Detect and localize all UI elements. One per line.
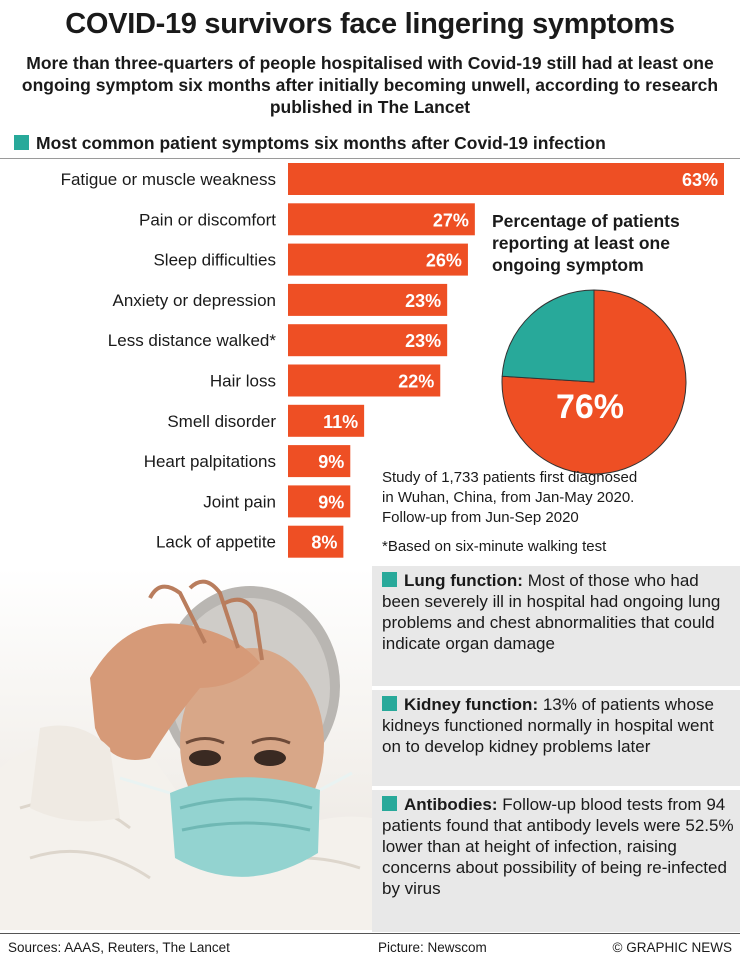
footnote: *Based on six-minute walking test xyxy=(382,538,607,555)
note-text: Most of those who had been severely ill … xyxy=(382,571,721,653)
bar xyxy=(288,203,475,236)
study-description: Study of 1,733 patients first diagnosed … xyxy=(382,468,732,528)
bar xyxy=(288,525,344,558)
bar xyxy=(288,364,441,397)
pie-chart-title: Percentage of patients reporting at leas… xyxy=(492,211,680,275)
heading-rule xyxy=(0,158,740,159)
bar xyxy=(288,283,448,316)
bar-value-label: 26% xyxy=(426,251,462,271)
masked-woman-photo xyxy=(0,568,372,930)
bar-category-label: Hair loss xyxy=(210,372,276,391)
study-line: Follow-up from Jun-Sep 2020 xyxy=(382,509,579,526)
bar-category-label: Fatigue or muscle weakness xyxy=(61,170,276,189)
footer: Sources: AAAS, Reuters, The Lancet Pictu… xyxy=(0,934,740,960)
infographic-title: COVID-19 survivors face lingering sympto… xyxy=(65,8,675,40)
bar-category-label: Pain or discomfort xyxy=(139,210,276,229)
bar-value-label: 9% xyxy=(318,452,344,472)
bar xyxy=(288,163,724,195)
teal-square-icon xyxy=(382,696,397,711)
bar xyxy=(288,485,351,518)
bar xyxy=(288,404,365,437)
bar-category-label: Less distance walked* xyxy=(108,331,277,350)
footer-sources: Sources: AAAS, Reuters, The Lancet xyxy=(8,940,230,955)
pie-slice xyxy=(501,289,595,383)
note-kidney-function: Kidney function: 13% of patients whose k… xyxy=(372,690,740,786)
footer-graphic-news: © GRAPHIC NEWS xyxy=(612,940,732,955)
footer-picture-credit: Picture: Newscom xyxy=(378,940,487,955)
notes-panel: Lung function: Most of those who had bee… xyxy=(372,566,740,932)
study-line: Study of 1,733 patients first diagnosed xyxy=(382,469,638,486)
bar-value-label: 22% xyxy=(398,372,434,392)
note-heading: Lung function: xyxy=(404,571,523,590)
note-lung-function: Lung function: Most of those who had bee… xyxy=(372,566,740,686)
bar xyxy=(288,324,448,357)
bar-category-label: Heart palpitations xyxy=(144,452,276,471)
teal-square-icon xyxy=(14,135,29,150)
pie-value-label: 76% xyxy=(556,388,624,426)
bar-category-label: Sleep difficulties xyxy=(153,251,276,270)
bar xyxy=(288,445,351,478)
bar-value-label: 27% xyxy=(433,210,469,230)
note-antibodies: Antibodies: Follow-up blood tests from 9… xyxy=(372,790,740,932)
note-heading: Kidney function: xyxy=(404,695,539,714)
teal-square-icon xyxy=(382,796,397,811)
bar-value-label: 8% xyxy=(311,533,337,553)
photo-illustration xyxy=(0,579,372,930)
bar-chart: Fatigue or muscle weakness 63% Pain or dis… xyxy=(61,163,724,558)
teal-square-icon xyxy=(382,572,397,587)
bar-value-label: 11% xyxy=(323,412,358,432)
footer-rule xyxy=(0,933,740,934)
study-line: in Wuhan, China, from Jan-May 2020. xyxy=(382,489,635,506)
bar xyxy=(288,243,468,276)
bar-value-label: 23% xyxy=(405,331,441,351)
bar-chart-title: Most common patient symptoms six months … xyxy=(36,133,606,153)
bar-chart-heading: Most common patient symptoms six months … xyxy=(14,133,734,155)
note-heading: Antibodies: xyxy=(404,795,498,814)
note-text: Follow-up blood tests from 94 patients f… xyxy=(382,795,734,898)
bar-value-label: 23% xyxy=(405,291,441,311)
bar-category-label: Anxiety or depression xyxy=(113,291,276,310)
bar-category-label: Lack of appetite xyxy=(156,533,276,552)
bar-category-label: Smell disorder xyxy=(167,412,276,431)
bar-value-label: 9% xyxy=(318,492,344,512)
pie-chart: 76% xyxy=(501,289,687,475)
bar-category-label: Joint pain xyxy=(203,492,276,511)
bar-value-label: 63% xyxy=(682,170,718,190)
note-text: 13% of patients whose kidneys functioned… xyxy=(382,695,714,756)
infographic-subtitle: More than three-quarters of people hospi… xyxy=(21,53,719,117)
